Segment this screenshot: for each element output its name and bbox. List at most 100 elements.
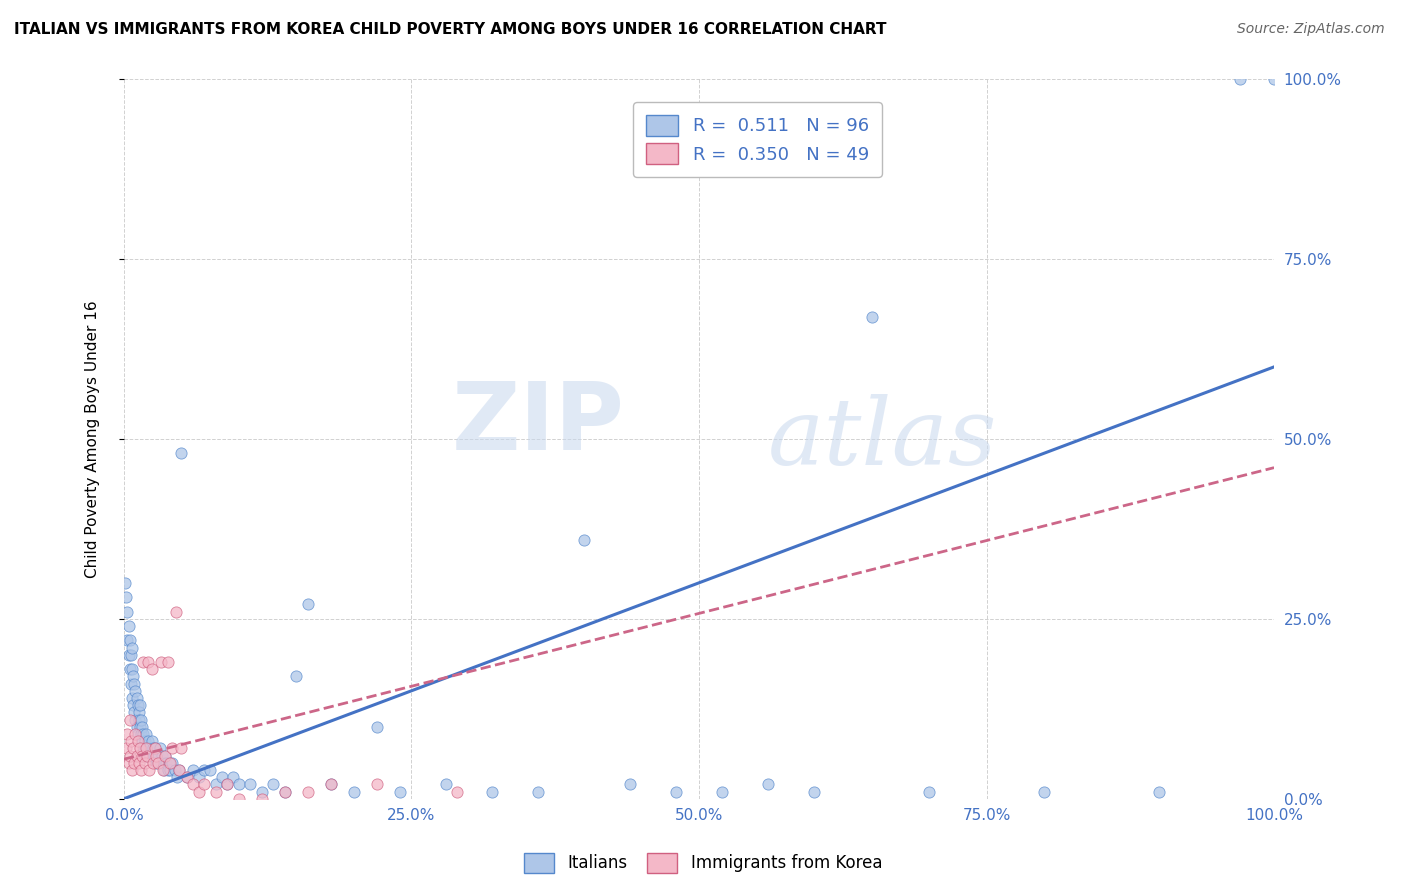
Point bbox=[217, 777, 239, 791]
Point bbox=[228, 791, 250, 805]
Point bbox=[160, 756, 183, 770]
Point bbox=[159, 763, 181, 777]
Point bbox=[181, 777, 204, 791]
Point bbox=[193, 777, 215, 791]
Point bbox=[211, 770, 233, 784]
Point bbox=[129, 698, 152, 713]
Point bbox=[115, 741, 138, 756]
Point bbox=[129, 727, 152, 741]
Point bbox=[176, 770, 198, 784]
Point bbox=[120, 648, 142, 662]
Point bbox=[122, 698, 145, 713]
Point bbox=[138, 741, 160, 756]
Point bbox=[125, 690, 148, 705]
Point bbox=[148, 741, 170, 756]
Point bbox=[129, 763, 152, 777]
Point bbox=[117, 605, 139, 619]
Point bbox=[114, 575, 136, 590]
Point bbox=[155, 748, 177, 763]
Point bbox=[205, 784, 228, 798]
Point bbox=[860, 310, 883, 324]
Point bbox=[297, 784, 319, 798]
Point bbox=[135, 748, 157, 763]
Text: ZIP: ZIP bbox=[451, 378, 624, 470]
Point bbox=[285, 669, 308, 683]
Point bbox=[156, 655, 179, 669]
Point bbox=[121, 640, 143, 655]
Point bbox=[217, 777, 239, 791]
Point bbox=[127, 727, 149, 741]
Point bbox=[803, 784, 825, 798]
Point bbox=[250, 784, 273, 798]
Point bbox=[145, 756, 167, 770]
Point bbox=[142, 748, 165, 763]
Point bbox=[153, 763, 176, 777]
Point bbox=[918, 784, 941, 798]
Point bbox=[193, 763, 215, 777]
Point bbox=[122, 741, 145, 756]
Text: atlas: atlas bbox=[768, 394, 997, 483]
Legend: Italians, Immigrants from Korea: Italians, Immigrants from Korea bbox=[517, 847, 889, 880]
Point bbox=[156, 763, 179, 777]
Point bbox=[122, 706, 145, 720]
Point bbox=[138, 763, 160, 777]
Point bbox=[129, 713, 152, 727]
Point bbox=[157, 756, 180, 770]
Point bbox=[145, 748, 167, 763]
Point bbox=[446, 784, 468, 798]
Point bbox=[274, 784, 297, 798]
Point bbox=[117, 633, 139, 648]
Point bbox=[121, 662, 143, 676]
Point bbox=[125, 748, 148, 763]
Point bbox=[120, 676, 142, 690]
Point bbox=[1033, 784, 1056, 798]
Point bbox=[756, 777, 779, 791]
Point bbox=[124, 683, 146, 698]
Point bbox=[170, 741, 193, 756]
Point bbox=[131, 748, 153, 763]
Point bbox=[131, 734, 153, 748]
Point bbox=[135, 741, 157, 756]
Point bbox=[139, 748, 162, 763]
Point bbox=[142, 756, 165, 770]
Point bbox=[163, 763, 186, 777]
Point bbox=[170, 446, 193, 460]
Point bbox=[134, 734, 156, 748]
Point bbox=[122, 756, 145, 770]
Point bbox=[122, 676, 145, 690]
Point bbox=[117, 756, 139, 770]
Point bbox=[165, 605, 187, 619]
Point bbox=[155, 756, 177, 770]
Point bbox=[149, 655, 172, 669]
Point bbox=[619, 777, 641, 791]
Point bbox=[122, 669, 145, 683]
Point bbox=[118, 713, 141, 727]
Point bbox=[127, 698, 149, 713]
Point bbox=[572, 533, 595, 547]
Point bbox=[120, 734, 142, 748]
Point bbox=[250, 791, 273, 805]
Point bbox=[136, 655, 159, 669]
Point bbox=[121, 763, 143, 777]
Text: Source: ZipAtlas.com: Source: ZipAtlas.com bbox=[1237, 22, 1385, 37]
Point bbox=[118, 633, 141, 648]
Point bbox=[187, 770, 209, 784]
Point bbox=[142, 741, 165, 756]
Point bbox=[143, 741, 166, 756]
Point bbox=[135, 741, 157, 756]
Point bbox=[198, 763, 221, 777]
Point bbox=[118, 662, 141, 676]
Point bbox=[711, 784, 734, 798]
Text: ITALIAN VS IMMIGRANTS FROM KOREA CHILD POVERTY AMONG BOYS UNDER 16 CORRELATION C: ITALIAN VS IMMIGRANTS FROM KOREA CHILD P… bbox=[14, 22, 887, 37]
Point bbox=[1229, 72, 1251, 87]
Point bbox=[128, 713, 150, 727]
Point bbox=[222, 770, 245, 784]
Point bbox=[129, 720, 152, 734]
Point bbox=[205, 777, 228, 791]
Point bbox=[127, 734, 149, 748]
Point bbox=[166, 770, 188, 784]
Point bbox=[343, 784, 366, 798]
Point bbox=[124, 713, 146, 727]
Point bbox=[132, 741, 155, 756]
Point bbox=[239, 777, 262, 791]
